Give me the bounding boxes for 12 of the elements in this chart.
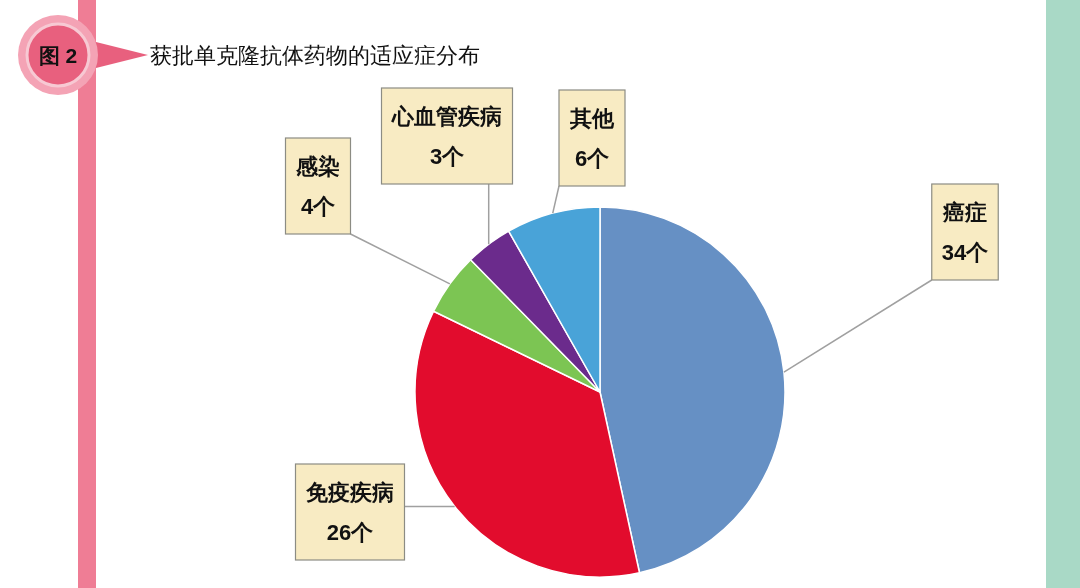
slice-label: 心血管疾病 (391, 104, 502, 129)
slice-label: 免疫疾病 (305, 480, 394, 505)
chart-title: 获批单克隆抗体药物的适应症分布 (150, 43, 480, 68)
data-label: 3个 (429, 144, 465, 169)
data-label: 26个 (326, 520, 374, 545)
slice-label: 癌症 (942, 200, 987, 225)
slice-label: 其他 (569, 106, 615, 131)
data-label: 6个 (574, 146, 610, 171)
data-label: 4个 (300, 194, 336, 219)
slice-label: 感染 (295, 154, 340, 179)
data-label: 34个 (941, 240, 989, 265)
caption: 图 2 (38, 44, 78, 67)
